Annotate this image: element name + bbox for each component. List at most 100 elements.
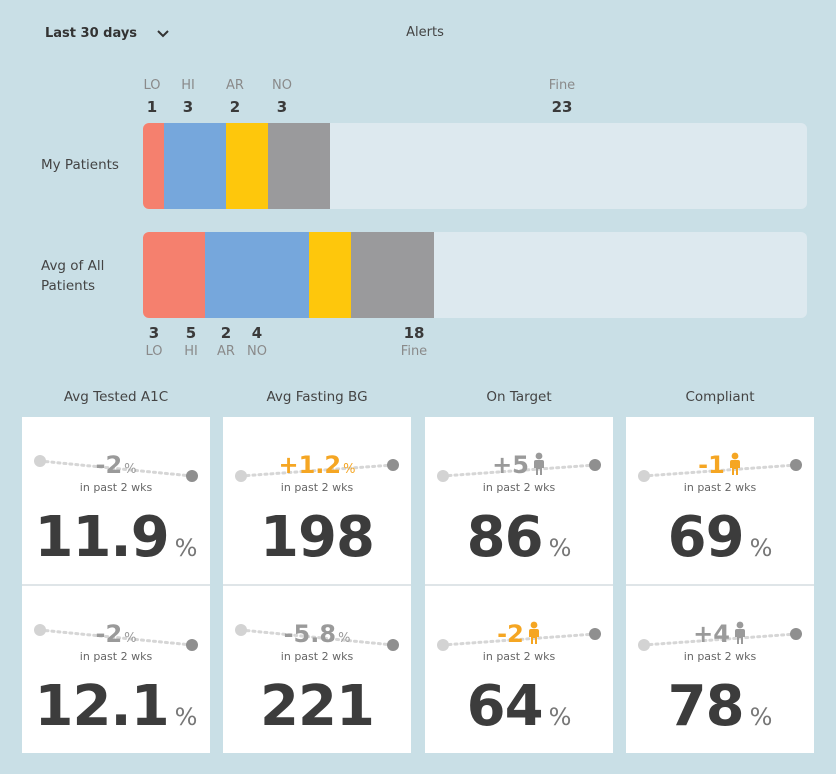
trend-start-dot — [235, 470, 247, 482]
trend-start-dot — [34, 624, 46, 636]
delta-text: +4 — [693, 620, 730, 648]
trend-sparkline — [638, 628, 802, 651]
delta-period-label: in past 2 wks — [683, 481, 757, 494]
card-divider — [22, 584, 210, 586]
value-text: 198 — [260, 505, 375, 570]
ar-code: AR — [217, 344, 235, 359]
ar-count: 2 — [220, 324, 232, 342]
person-icon — [533, 452, 544, 475]
trend-sparkline — [34, 624, 198, 651]
card-divider — [626, 584, 814, 586]
delta-text: -2 — [497, 620, 524, 648]
no-code: NO — [272, 78, 292, 93]
avg-all-patients-label: Avg of All Patients — [41, 258, 105, 294]
trend-sparkline — [437, 459, 601, 482]
metric-cell-my-patients[interactable]: -2% in past 2 wks 11.9% — [22, 417, 210, 584]
person-icon — [528, 621, 539, 644]
bar-segment-hi[interactable] — [205, 232, 309, 318]
delta-value: -5.8% — [223, 620, 411, 653]
hi-count: 3 — [182, 98, 194, 116]
delta-value: -2% — [22, 451, 210, 484]
trend-start-dot — [235, 624, 247, 636]
delta-period-label: in past 2 wks — [280, 650, 354, 663]
delta-value: -1 — [626, 451, 814, 479]
lo-count: 1 — [146, 98, 158, 116]
lo-code: LO — [145, 344, 163, 359]
ar-count: 2 — [229, 98, 241, 116]
unit-text: % — [749, 703, 773, 731]
metric-value: 11.9% — [22, 503, 210, 583]
trend-end-dot — [387, 459, 399, 471]
bar-segment-lo[interactable] — [143, 123, 164, 209]
date-range-label: Last 30 days — [45, 25, 138, 41]
bar-segment-lo[interactable] — [143, 232, 206, 318]
delta-text: -5.8 — [283, 620, 337, 648]
trend-sparkline — [34, 455, 198, 482]
delta-text: -2 — [95, 620, 123, 648]
value-text: 12.1 — [34, 674, 170, 739]
metric-cell-all-patients[interactable]: +4 in past 2 wks 78% — [626, 586, 814, 753]
ar-code: AR — [226, 78, 244, 93]
delta-period-label: in past 2 wks — [79, 650, 153, 663]
metric-cell-my-patients[interactable]: +1.2% in past 2 wks 198 — [223, 417, 411, 584]
delta-unit-text: % — [124, 462, 137, 477]
no-code: NO — [247, 344, 267, 359]
my-patients-counts: LO 1 HI 3 AR 2 NO 3 Fine 23 — [140, 78, 820, 118]
delta-text: +1.2 — [278, 451, 342, 479]
card-divider — [223, 584, 411, 586]
trend-sparkline — [437, 628, 601, 651]
trend-start-dot — [638, 639, 650, 651]
delta-value: +5 — [425, 451, 613, 479]
chevron-down-icon — [157, 30, 169, 38]
bar-segment-no[interactable] — [350, 232, 434, 318]
person-icon — [729, 452, 740, 475]
metric-value: 78% — [626, 672, 814, 752]
lo-code: LO — [143, 78, 161, 93]
card-divider — [425, 584, 613, 586]
metric-value: 69% — [626, 503, 814, 583]
delta-period-label: in past 2 wks — [79, 481, 153, 494]
bar-segment-hi[interactable] — [163, 123, 226, 209]
person-icon — [734, 621, 745, 644]
delta-unit-text: % — [124, 631, 137, 646]
value-text: 69 — [667, 505, 745, 570]
trend-start-dot — [437, 639, 449, 651]
unit-text: % — [548, 534, 572, 562]
bar-segment-ar[interactable] — [309, 232, 351, 318]
date-range-dropdown[interactable]: Last 30 days — [34, 18, 184, 48]
metric-cell-my-patients[interactable]: +5 in past 2 wks 86% — [425, 417, 613, 584]
unit-text: % — [174, 534, 198, 562]
metric-cell-my-patients[interactable]: -1 in past 2 wks 69% — [626, 417, 814, 584]
no-count: 3 — [276, 98, 288, 116]
trend-end-dot — [790, 628, 802, 640]
avg-all-patients-alert-bar[interactable] — [143, 232, 807, 318]
trend-end-dot — [790, 459, 802, 471]
my-patients-alert-bar[interactable] — [143, 123, 807, 209]
lo-count: 3 — [148, 324, 160, 342]
metric-title-fasting-bg: Avg Fasting BG — [266, 389, 368, 405]
metric-cell-all-patients[interactable]: -5.8% in past 2 wks 221 — [223, 586, 411, 753]
delta-period-label: in past 2 wks — [683, 650, 757, 663]
trend-sparkline — [638, 459, 802, 482]
metric-cell-all-patients[interactable]: -2 in past 2 wks 64% — [425, 586, 613, 753]
metric-value: 12.1% — [22, 672, 210, 752]
unit-text: % — [749, 534, 773, 562]
trend-end-dot — [589, 459, 601, 471]
trend-start-dot — [638, 470, 650, 482]
delta-period-label: in past 2 wks — [280, 481, 354, 494]
metric-value: 221 — [223, 672, 411, 742]
unit-text: % — [174, 703, 198, 731]
alerts-title: Alerts — [406, 25, 444, 40]
no-count: 4 — [251, 324, 263, 342]
hi-count: 5 — [185, 324, 197, 342]
trend-sparkline — [235, 624, 399, 651]
trend-start-dot — [34, 455, 46, 467]
value-text: 86 — [466, 505, 544, 570]
value-text: 221 — [260, 674, 375, 739]
metric-cell-all-patients[interactable]: -2% in past 2 wks 12.1% — [22, 586, 210, 753]
metric-value: 198 — [223, 503, 411, 573]
bar-segment-no[interactable] — [267, 123, 330, 209]
bar-segment-ar[interactable] — [226, 123, 268, 209]
delta-value: +4 — [626, 620, 814, 648]
delta-value: -2% — [22, 620, 210, 653]
